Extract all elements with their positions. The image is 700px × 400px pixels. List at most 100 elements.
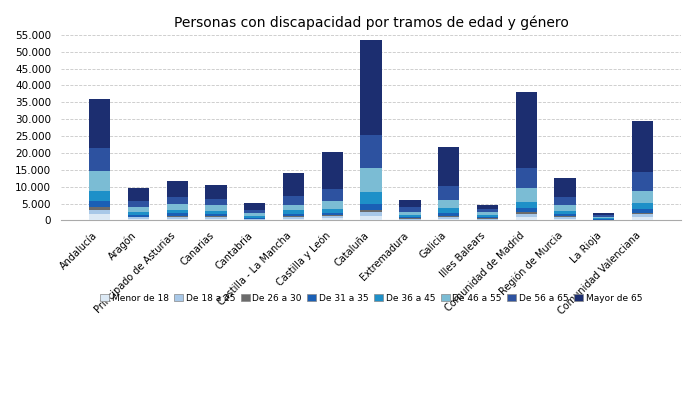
Bar: [322, 201, 343, 209]
Bar: [399, 219, 421, 220]
Bar: [360, 210, 382, 212]
Bar: [399, 200, 421, 207]
Bar: [515, 188, 537, 202]
Bar: [515, 92, 537, 168]
Bar: [89, 214, 111, 220]
Bar: [554, 219, 575, 220]
Bar: [477, 215, 498, 217]
Bar: [167, 181, 188, 196]
Bar: [399, 207, 421, 212]
Bar: [89, 207, 111, 210]
Bar: [244, 213, 265, 216]
Bar: [632, 218, 653, 220]
Bar: [554, 205, 575, 211]
Bar: [593, 215, 615, 217]
Bar: [477, 217, 498, 218]
Bar: [167, 219, 188, 220]
Bar: [283, 217, 304, 219]
Bar: [322, 209, 343, 213]
Bar: [399, 217, 421, 218]
Bar: [554, 178, 575, 197]
Bar: [89, 201, 111, 207]
Bar: [554, 197, 575, 205]
Bar: [205, 214, 227, 216]
Bar: [89, 192, 111, 201]
Bar: [322, 216, 343, 218]
Bar: [128, 216, 149, 218]
Bar: [205, 205, 227, 211]
Bar: [244, 219, 265, 220]
Bar: [632, 172, 653, 191]
Bar: [205, 185, 227, 198]
Bar: [128, 188, 149, 201]
Bar: [244, 218, 265, 219]
Bar: [128, 212, 149, 215]
Bar: [244, 210, 265, 213]
Bar: [438, 216, 459, 217]
Bar: [128, 201, 149, 207]
Bar: [593, 217, 615, 218]
Bar: [399, 218, 421, 219]
Bar: [593, 213, 615, 215]
Bar: [438, 208, 459, 213]
Bar: [128, 219, 149, 220]
Title: Personas con discapacidad por tramos de edad y género: Personas con discapacidad por tramos de …: [174, 15, 568, 30]
Bar: [554, 216, 575, 217]
Bar: [515, 217, 537, 220]
Bar: [632, 209, 653, 213]
Bar: [515, 212, 537, 214]
Bar: [167, 213, 188, 216]
Bar: [632, 202, 653, 209]
Bar: [438, 186, 459, 200]
Legend: Menor de 18, De 18 a 25, De 26 a 30, De 31 a 35, De 36 a 45, De 46 a 55, De 56 a: Menor de 18, De 18 a 25, De 26 a 30, De …: [96, 290, 646, 306]
Bar: [477, 218, 498, 219]
Bar: [477, 212, 498, 215]
Bar: [167, 196, 188, 204]
Bar: [322, 213, 343, 215]
Bar: [205, 198, 227, 205]
Bar: [477, 206, 498, 209]
Bar: [477, 209, 498, 212]
Bar: [322, 218, 343, 220]
Bar: [128, 218, 149, 219]
Bar: [283, 219, 304, 220]
Bar: [167, 217, 188, 219]
Bar: [515, 202, 537, 208]
Bar: [283, 210, 304, 214]
Bar: [399, 215, 421, 217]
Bar: [322, 152, 343, 190]
Bar: [438, 200, 459, 208]
Bar: [360, 134, 382, 168]
Bar: [128, 207, 149, 212]
Bar: [283, 173, 304, 196]
Bar: [554, 217, 575, 219]
Bar: [89, 99, 111, 148]
Bar: [283, 214, 304, 216]
Bar: [205, 217, 227, 219]
Bar: [554, 214, 575, 216]
Bar: [554, 211, 575, 214]
Bar: [360, 168, 382, 192]
Bar: [205, 219, 227, 220]
Bar: [360, 192, 382, 204]
Bar: [205, 211, 227, 214]
Bar: [477, 219, 498, 220]
Bar: [360, 212, 382, 216]
Bar: [632, 213, 653, 214]
Bar: [167, 210, 188, 213]
Bar: [632, 191, 653, 202]
Bar: [360, 204, 382, 210]
Bar: [515, 214, 537, 217]
Bar: [360, 216, 382, 220]
Bar: [515, 208, 537, 212]
Bar: [632, 214, 653, 218]
Bar: [205, 216, 227, 217]
Bar: [322, 190, 343, 201]
Bar: [89, 210, 111, 214]
Bar: [167, 204, 188, 210]
Bar: [322, 215, 343, 216]
Bar: [360, 40, 382, 134]
Bar: [438, 213, 459, 216]
Bar: [283, 205, 304, 210]
Bar: [283, 196, 304, 205]
